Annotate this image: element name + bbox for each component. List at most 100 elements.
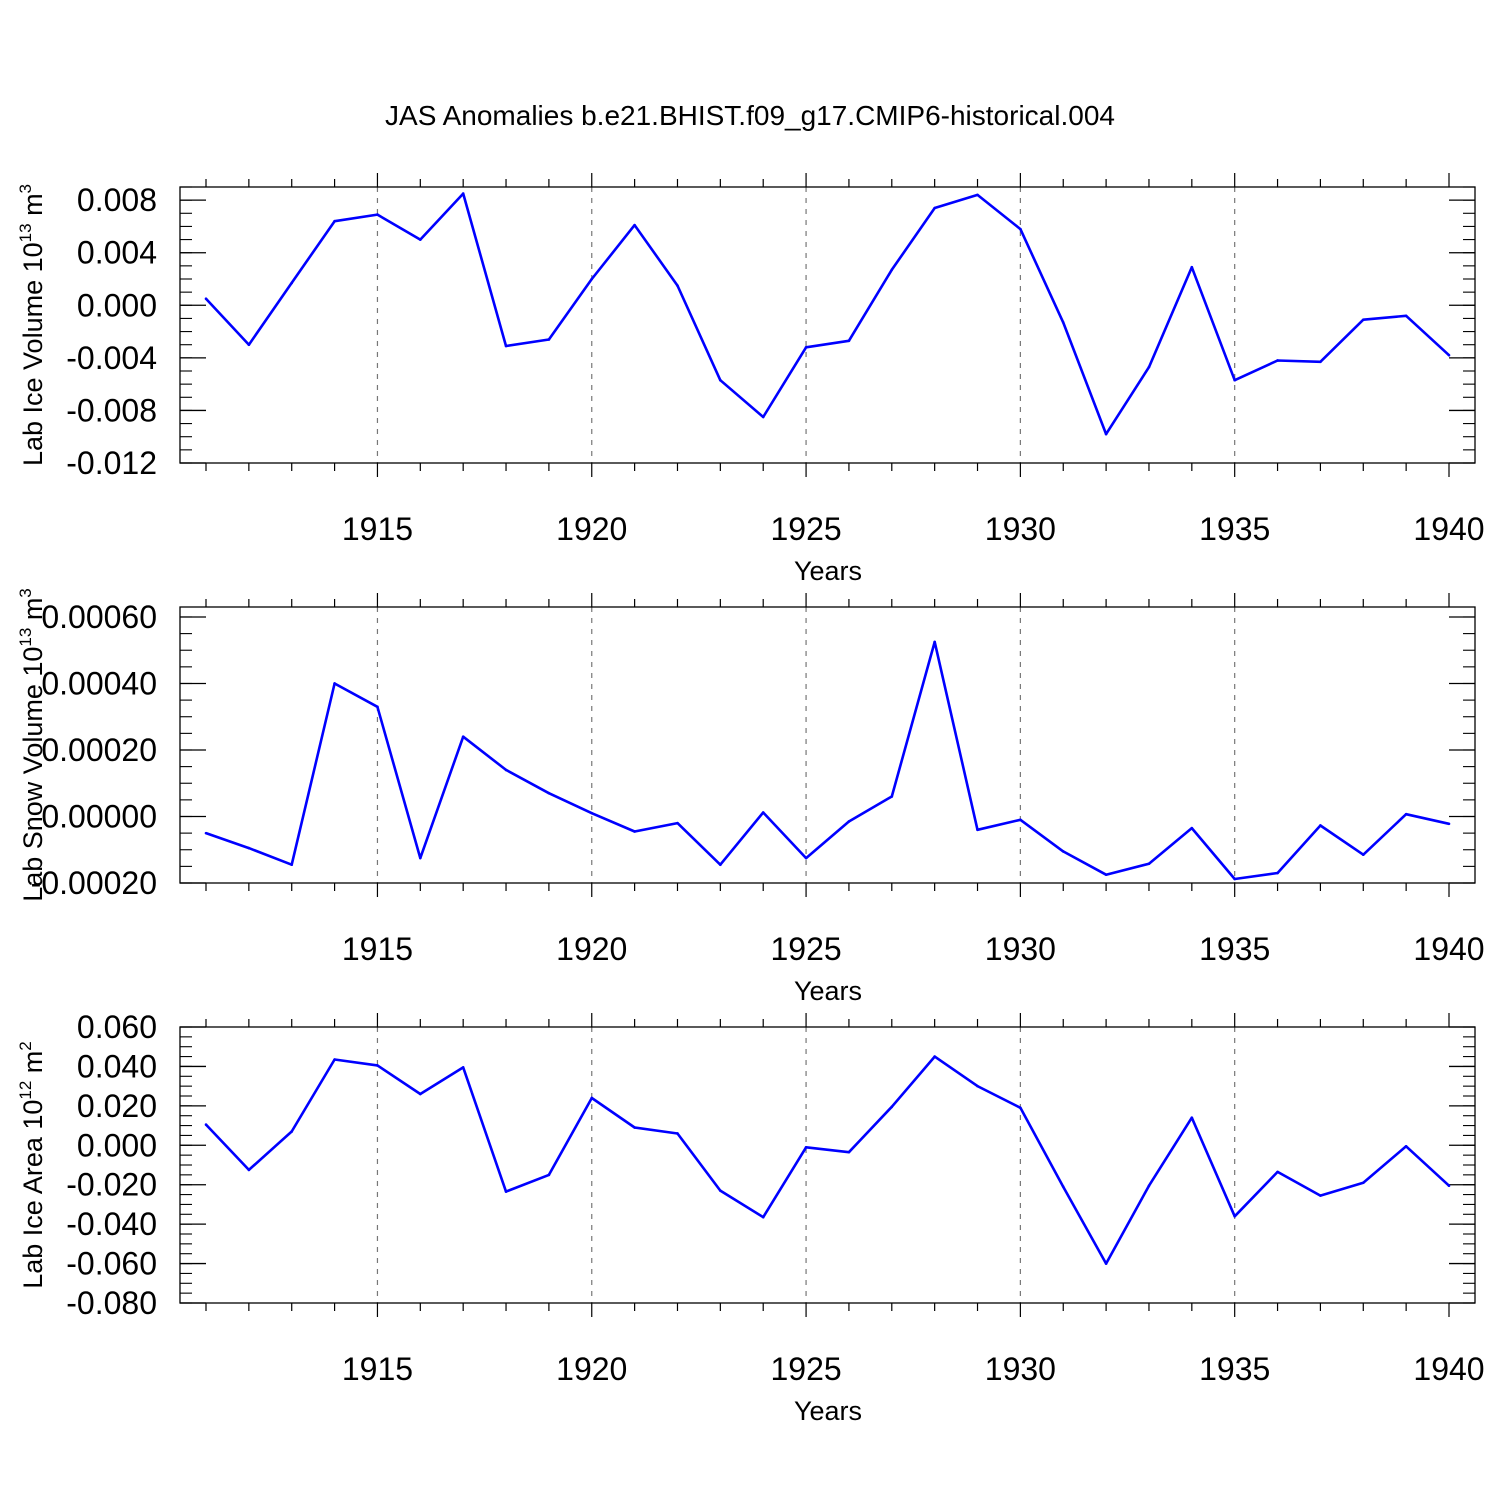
y-tick-label: 0.00040: [41, 665, 157, 701]
data-point-1913: [290, 281, 294, 285]
data-point-1918: [504, 768, 508, 772]
y-tick-label: -0.008: [66, 392, 157, 428]
data-point-1934: [1190, 826, 1194, 830]
data-point-1931: [1061, 850, 1065, 853]
data-point-1916: [419, 856, 422, 860]
x-tick-label: 1920: [556, 511, 627, 547]
panel-ice-area: -0.080-0.060 -0.040-0.020 0.0000.020 0.0400…: [16, 1009, 1485, 1426]
data-point-1931: [1061, 321, 1065, 324]
data-point-1935: [1233, 378, 1236, 382]
y-tick-label: 0.004: [77, 235, 157, 271]
y-axis-title: Lab Snow Volume 1013 m3: [16, 588, 48, 902]
data-point-1929: [976, 828, 979, 832]
data-point-1924: [761, 415, 765, 419]
data-point-1913: [290, 863, 294, 867]
data-point-1916: [419, 238, 422, 241]
data-point-1912: [247, 846, 251, 850]
y-tick-label: 0.00060: [41, 599, 157, 635]
x-tick-label: 1940: [1413, 1351, 1484, 1387]
x-tick-label: 1935: [1199, 511, 1270, 547]
data-point-1924: [761, 811, 765, 814]
x-tick-label: 1940: [1413, 511, 1484, 547]
data-point-1938: [1361, 1181, 1365, 1185]
data-point-1929: [976, 193, 979, 197]
y-tick-label: 0.040: [77, 1048, 157, 1084]
data-point-1932: [1104, 432, 1108, 436]
data-point-1919: [547, 338, 551, 341]
data-point-1926: [847, 339, 851, 343]
panel-ice-volume: -0.012 -0.008 -0.004 0.000 0.004 0.008 1915 192…: [16, 173, 1485, 586]
y-tick-label: -0.004: [66, 340, 157, 376]
data-point-1926: [847, 820, 851, 823]
figure-title: JAS Anomalies b.e21.BHIST.f09_g17.CMIP6-…: [385, 100, 1115, 131]
data-point-1921: [633, 1126, 636, 1129]
data-point-1922: [676, 821, 679, 825]
data-point-1911: [204, 297, 208, 301]
data-point-1922: [676, 1132, 679, 1135]
data-point-1915: [376, 213, 379, 216]
y-tick-label: -0.012: [66, 445, 157, 481]
data-point-1919: [547, 1173, 551, 1177]
x-tick-label: 1920: [556, 1351, 627, 1387]
data-point-1931: [1061, 1185, 1065, 1188]
data-point-1927: [890, 268, 894, 272]
data-point-1933: [1147, 1184, 1151, 1187]
data-point-1912: [247, 343, 251, 347]
data-point-1925: [804, 346, 808, 349]
data-point-1939: [1404, 812, 1408, 816]
data-point-1940: [1447, 353, 1451, 357]
data-point-1911: [204, 831, 208, 835]
data-point-1918: [504, 1190, 508, 1193]
x-tick-label: 1930: [985, 1351, 1056, 1387]
x-tick-label: 1915: [342, 931, 413, 967]
data-point-1934: [1190, 265, 1194, 269]
y-tick-label: 0.008: [77, 182, 157, 218]
data-point-1915: [376, 1064, 379, 1067]
data-point-1936: [1276, 871, 1279, 875]
data-point-1939: [1404, 314, 1408, 318]
x-tick-label: 1930: [985, 511, 1056, 547]
y-tick-label: 0.060: [77, 1009, 157, 1045]
data-point-1932: [1104, 873, 1108, 876]
x-tick-label: 1915: [342, 1351, 413, 1387]
data-point-1920: [590, 811, 594, 815]
data-point-1911: [204, 1123, 208, 1126]
data-point-1938: [1361, 853, 1365, 857]
data-point-1915: [376, 705, 379, 709]
data-point-1917: [461, 735, 465, 738]
y-tick-label: -0.020: [66, 1167, 157, 1203]
data-point-1927: [890, 1105, 894, 1109]
plot-frame: [179, 606, 1476, 884]
panels: -0.012 -0.008 -0.004 0.000 0.004 0.008 1915 192…: [16, 173, 1485, 1426]
data-point-1913: [290, 1130, 294, 1133]
data-point-1914: [333, 219, 336, 223]
data-point-1916: [419, 1092, 422, 1096]
x-axis-title: Years: [794, 976, 862, 1006]
data-point-1935: [1233, 1214, 1236, 1218]
y-tick-label: -0.00020: [31, 865, 157, 901]
data-point-1925: [804, 856, 808, 860]
data-point-1920: [590, 277, 594, 281]
series-line-ice-area: [205, 1055, 1450, 1265]
plot-frame: [179, 186, 1476, 464]
x-tick-label: 1930: [985, 931, 1056, 967]
data-point-1918: [504, 344, 508, 348]
panel-snow-volume: -0.00020 0.00000 0.00020 0.00040 0.00060 1915…: [16, 588, 1485, 1006]
x-tick-label: 1925: [770, 1351, 841, 1387]
data-point-1917: [461, 1066, 465, 1069]
y-tick-label: -0.040: [66, 1206, 157, 1242]
y-tick-label: 0.020: [77, 1088, 157, 1124]
data-point-1930: [1019, 1106, 1022, 1110]
data-point-1937: [1319, 824, 1322, 827]
x-tick-label: 1915: [342, 511, 413, 547]
data-point-1928: [933, 640, 936, 644]
x-tick-label: 1940: [1413, 931, 1484, 967]
data-point-1930: [1019, 818, 1022, 822]
data-point-1937: [1319, 1194, 1322, 1197]
x-tick-label: 1925: [770, 511, 841, 547]
data-point-1917: [461, 192, 465, 195]
data-point-1940: [1447, 822, 1451, 826]
data-point-1934: [1190, 1116, 1194, 1119]
